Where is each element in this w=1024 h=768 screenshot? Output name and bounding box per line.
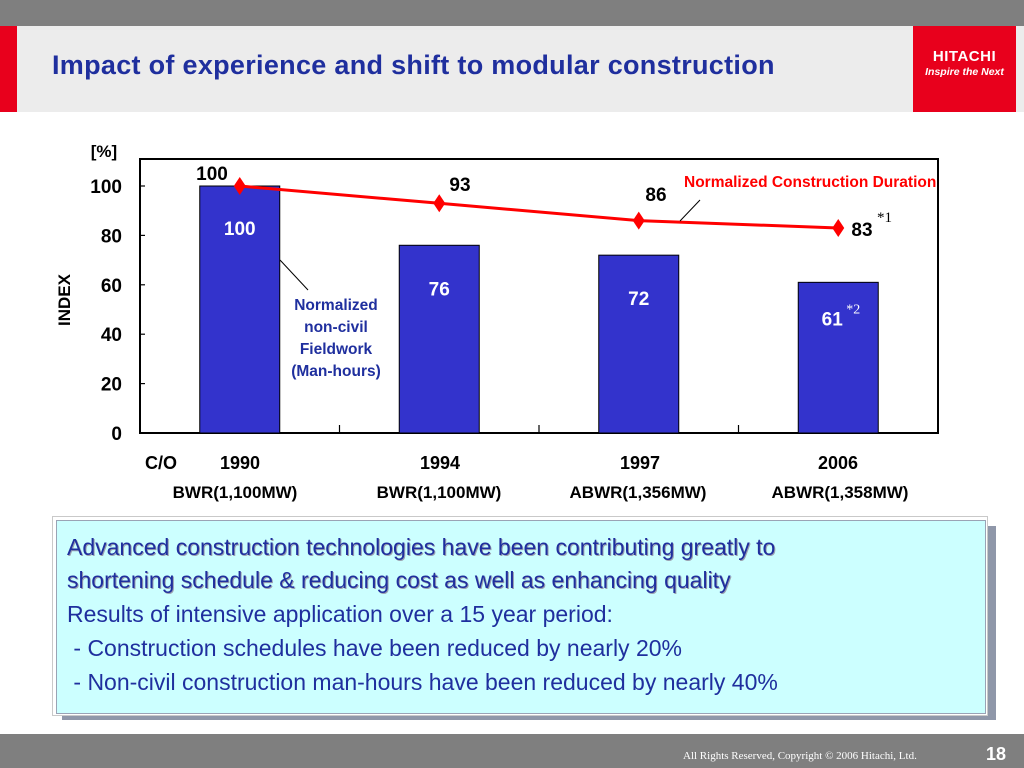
bar bbox=[797, 281, 879, 434]
bar-series-callout: non-civil bbox=[304, 319, 368, 336]
index-chart: 0 20 40 60 80 100 [%] INDEX 100 76 72 61 *2 100 93 86… bbox=[55, 142, 939, 502]
page-number: 18 bbox=[986, 744, 1007, 764]
y-axis-title: INDEX bbox=[55, 273, 74, 326]
bar-series-callout: (Man-hours) bbox=[291, 363, 381, 380]
x-category-label: 1990 bbox=[220, 453, 260, 473]
bar-callout-leader bbox=[279, 259, 309, 291]
line-callout-leader bbox=[679, 199, 701, 222]
bar-series-callout: Fieldwork bbox=[300, 341, 373, 358]
bar-value-label: 72 bbox=[628, 289, 649, 310]
y-tick-label: 80 bbox=[101, 226, 122, 247]
line-point-marker bbox=[233, 177, 246, 195]
y-tick-label: 20 bbox=[101, 375, 122, 396]
line-series-callout: Normalized Construction Duration bbox=[684, 174, 936, 191]
bar-series-callout: Normalized bbox=[294, 297, 378, 314]
y-unit-label: [%] bbox=[91, 142, 117, 161]
bar-series bbox=[199, 185, 879, 434]
summary-line-3: - Non-civil construction man-hours have … bbox=[67, 669, 778, 695]
bar bbox=[398, 244, 480, 434]
title-band bbox=[0, 26, 1024, 112]
summary-box: Advanced construction technologies have … bbox=[56, 520, 986, 714]
line-series: 100 93 86 83 *1 bbox=[196, 164, 892, 241]
bar bbox=[199, 185, 281, 434]
summary-line-2: - Construction schedules have been reduc… bbox=[67, 635, 682, 661]
hitachi-logo: HITACHI Inspire the Next bbox=[913, 26, 1016, 112]
x-axis: C/O 1990 BWR(1,100MW) 1994 BWR(1,100MW) 1997 A… bbox=[145, 453, 908, 502]
x-sublabel: BWR(1,100MW) bbox=[173, 483, 298, 502]
line-point-marker bbox=[632, 211, 645, 230]
bar-value-labels: 100 76 72 61 *2 bbox=[224, 219, 860, 330]
line-value-label: 100 bbox=[196, 164, 228, 185]
line-value-label: 86 bbox=[645, 185, 666, 206]
summary-line-1: Results of intensive application over a … bbox=[67, 601, 613, 627]
x-sublabel: ABWR(1,356MW) bbox=[570, 483, 707, 502]
x-category-label: 1994 bbox=[420, 453, 460, 473]
y-tick-label: 60 bbox=[101, 276, 122, 297]
bar bbox=[598, 254, 680, 434]
top-bar bbox=[0, 0, 1024, 26]
line-value-label: 83 bbox=[851, 220, 872, 241]
bar-footnote-mark: *2 bbox=[846, 302, 860, 317]
y-tick-label: 100 bbox=[90, 177, 122, 198]
line-point-marker bbox=[832, 218, 845, 237]
logo-tagline: Inspire the Next bbox=[925, 66, 1004, 78]
summary-headline-2: shortening schedule & reducing cost as w… bbox=[67, 567, 731, 593]
line-footnote-mark: *1 bbox=[877, 210, 892, 226]
line-value-label: 93 bbox=[449, 175, 470, 196]
slide-title: Impact of experience and shift to modula… bbox=[52, 50, 775, 80]
title-accent-bar bbox=[0, 26, 17, 112]
chart-annotations: Normalized non-civil Fieldwork (Man-hours) N… bbox=[279, 174, 936, 380]
line-point-marker bbox=[433, 194, 446, 213]
x-category-label: 2006 bbox=[818, 453, 858, 473]
copyright-notice: All Rights Reserved, Copyright © 2006 Hi… bbox=[683, 750, 917, 762]
x-sublabel: ABWR(1,358MW) bbox=[772, 483, 909, 502]
y-tick-label: 40 bbox=[101, 325, 122, 346]
y-tick-label: 0 bbox=[111, 424, 122, 445]
x-sublabel: BWR(1,100MW) bbox=[377, 483, 502, 502]
bar-value-label: 61 bbox=[822, 309, 844, 330]
footer-bar bbox=[0, 734, 1024, 768]
summary-headline-1: Advanced construction technologies have … bbox=[67, 534, 776, 560]
bar-value-label: 100 bbox=[224, 219, 256, 240]
duration-line bbox=[239, 184, 839, 230]
x-prefix-label: C/O bbox=[145, 453, 177, 473]
logo-name: HITACHI bbox=[932, 48, 997, 65]
bar-value-label: 76 bbox=[429, 279, 450, 300]
x-category-label: 1997 bbox=[620, 453, 660, 473]
